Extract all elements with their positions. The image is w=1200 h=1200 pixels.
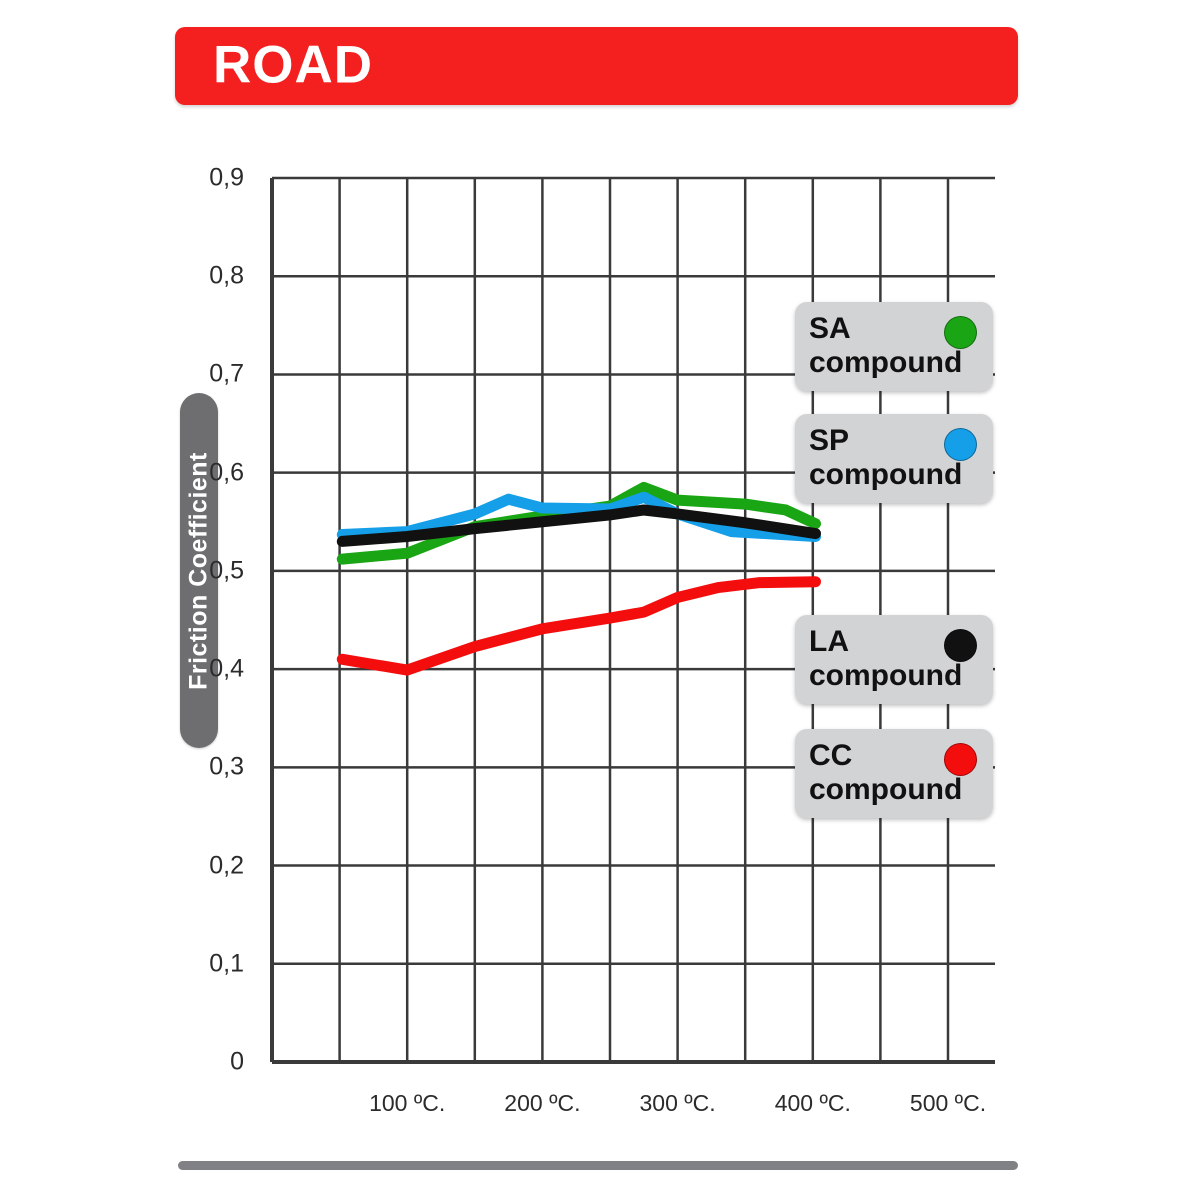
legend-swatch-icon [944,316,977,349]
legend-swatch-icon [944,428,977,461]
y-axis-tick-label: 0,6 [209,458,244,487]
x-axis-tick-label: 500 ºC. [909,1090,987,1116]
x-axis-tick-label: 100 ºC. [369,1090,446,1116]
legend-swatch-icon [944,629,977,662]
legend-item-sublabel: compound [809,658,963,692]
legend-item-name: LA [809,625,849,658]
x-axis-tick-labels: 100 ºC. 200 ºC. 300 ºC. 400 ºC. 500 ºC. [0,1090,1200,1130]
legend-item-sublabel: compound [809,772,963,806]
series-line [336,576,821,676]
x-axis-tick-label: 300 ºC. [639,1090,716,1116]
header-banner: ROAD [175,27,1018,105]
bottom-divider [178,1161,1018,1170]
y-axis-tick-label: 0,8 [209,261,244,290]
y-axis-title-bar: Friction Coefficient [180,393,218,748]
data-series [336,481,821,676]
series-line [336,504,821,547]
legend-item-name: CC [809,739,853,772]
series-line [336,481,821,565]
y-axis-tick-label: 0,3 [209,752,244,781]
legend-item-sublabel: compound [809,457,963,491]
y-axis-tick-label: 0 [230,1047,244,1076]
y-axis-tick-label: 0,2 [209,851,244,880]
y-axis-tick-label: 0,9 [209,163,244,192]
legend-item-sp[interactable]: SP compound [795,414,993,504]
page-title: ROAD [213,35,374,95]
legend-item-sa[interactable]: SA compound [795,302,993,392]
legend-swatch-icon [944,743,977,776]
legend-item-sublabel: compound [809,345,963,379]
chart-canvas [270,176,995,1064]
y-axis-tick-label: 0,1 [209,949,244,978]
x-axis-tick-label: 400 ºC. [774,1090,851,1116]
plot-area [270,176,995,1064]
y-axis-tick-label: 0,7 [209,359,244,388]
y-axis-tick-label: 0,4 [209,654,244,683]
legend-item-cc[interactable]: CC compound [795,729,993,819]
grid-lines [270,176,995,1064]
legend-item-la[interactable]: LA compound [795,615,993,705]
y-axis-tick-labels: 0,9 0,8 0,7 0,6 0,5 0,4 0,3 0,2 0,1 0 [0,164,258,1076]
legend-item-name: SP [809,424,850,457]
y-axis-tick-label: 0,5 [209,556,244,585]
x-axis-tick-label: 200 ºC. [504,1090,581,1116]
legend-item-name: SA [809,312,851,345]
